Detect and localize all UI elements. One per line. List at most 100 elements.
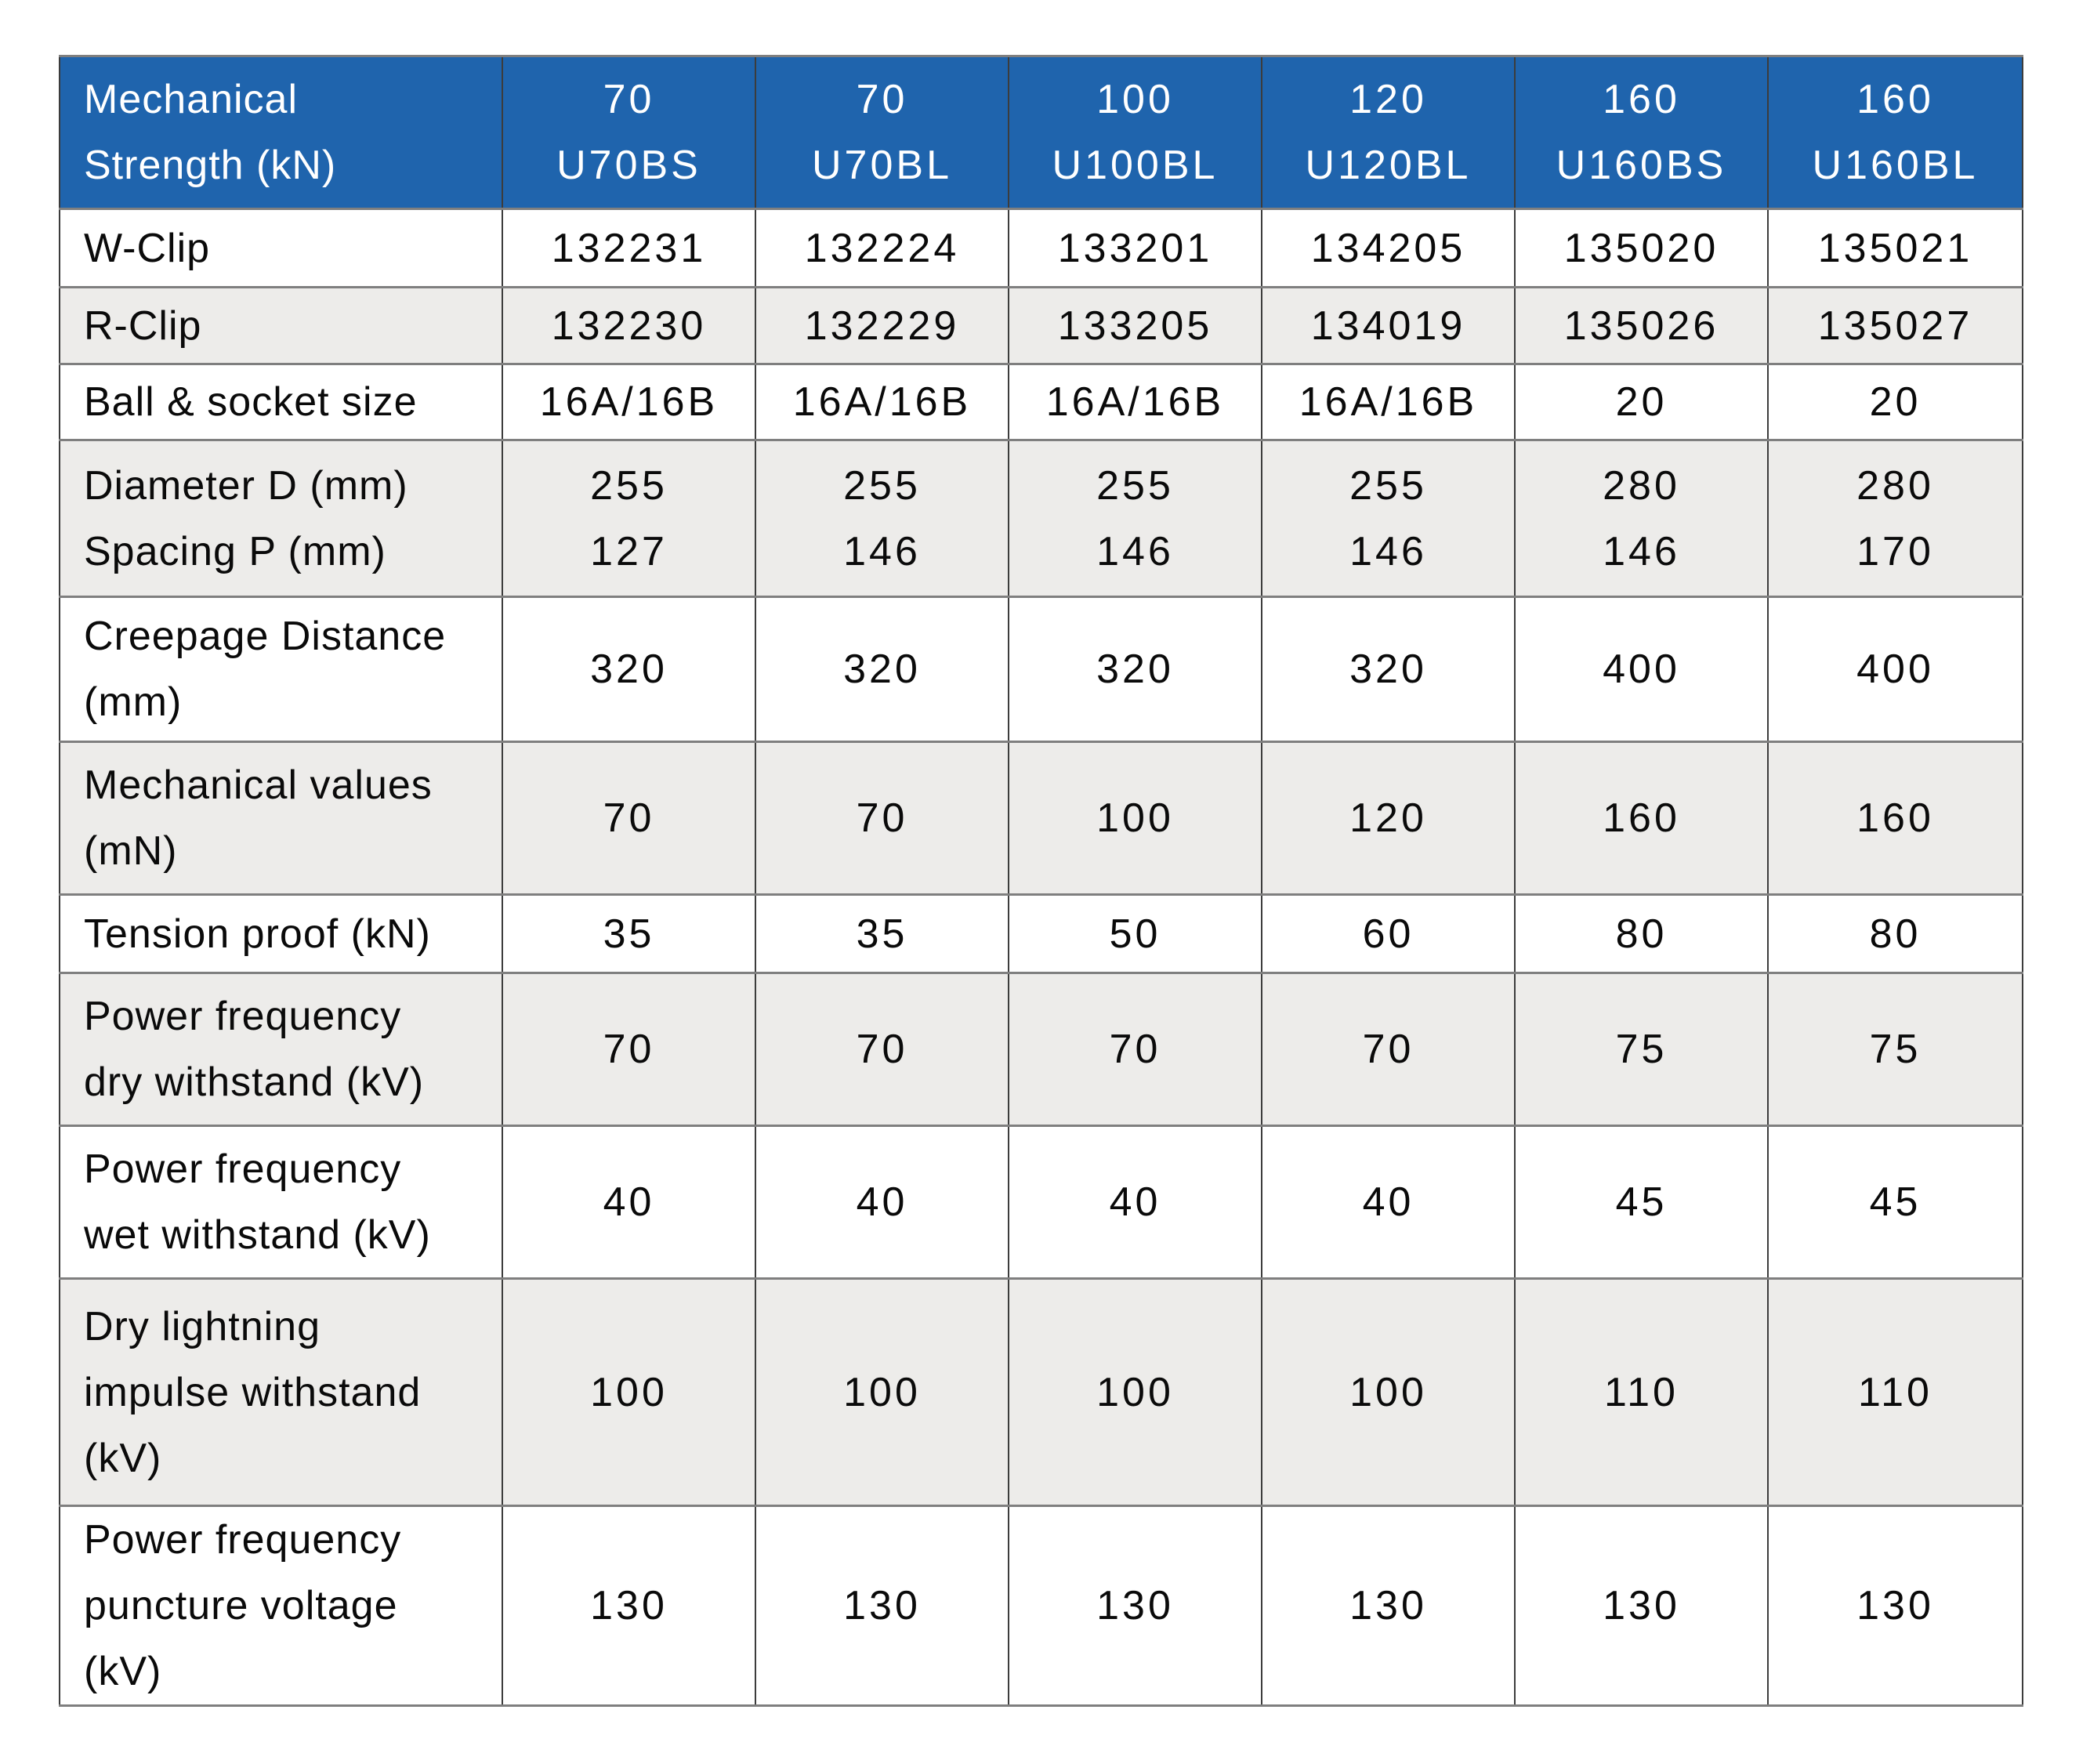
cell-line: U70BS <box>556 143 701 188</box>
value-cell: 132224 <box>755 208 1009 288</box>
cell-line: 60 <box>1362 911 1414 957</box>
table-body: W-Clip 132231 132224 133201 134205 135020 1350… <box>59 208 2023 1707</box>
spec-row-dry-lightning-impulse-withstand: Dry lightning impulse withstand (kV) 100 100… <box>59 1277 2023 1507</box>
spec-row-power-frequency-wet-withstand: Power frequency wet withstand (kV) 40 40 40 4… <box>59 1125 2023 1280</box>
value-cell: 255 146 <box>1008 439 1262 598</box>
cell-line: 160 <box>1603 77 1680 122</box>
cell-line: 16A/16B <box>792 379 972 425</box>
cell-line: 130 <box>1349 1583 1427 1628</box>
cell-line: Ball & socket size <box>84 379 418 425</box>
cell-line: 16A/16B <box>1045 379 1225 425</box>
cell-line: 146 <box>1603 528 1680 574</box>
value-cell: 320 <box>1008 596 1262 743</box>
value-cell: 280 146 <box>1514 439 1769 598</box>
cell-line: 160 <box>1603 795 1680 841</box>
value-cell: 320 <box>502 596 756 743</box>
value-cell: 70 <box>755 741 1009 896</box>
cell-line: 16A/16B <box>1299 379 1478 425</box>
value-cell: 160 <box>1514 741 1769 896</box>
cell-line: 35 <box>856 911 908 957</box>
cell-line: 130 <box>843 1583 921 1628</box>
row-label-cell: Power frequency dry withstand (kV) <box>59 972 503 1127</box>
cell-line: 132229 <box>804 302 960 349</box>
value-cell: 100 <box>502 1277 756 1507</box>
table-header: Mechanical Strength (kN) 70 U70BS 70 U70BL 100… <box>59 55 2023 210</box>
cell-line: 110 <box>1858 1369 1932 1415</box>
value-cell: 60 <box>1261 893 1516 974</box>
cell-line: 320 <box>1096 647 1174 692</box>
spec-table: Mechanical Strength (kN) 70 U70BS 70 U70BL 100… <box>59 55 2023 1707</box>
value-cell: 80 <box>1767 893 2023 974</box>
value-cell: 100 <box>1261 1277 1516 1507</box>
cell-line: 120 <box>1349 795 1427 841</box>
cell-line: U160BS <box>1556 143 1727 188</box>
cell-line: 35 <box>603 911 655 957</box>
value-cell: 134205 <box>1261 208 1516 288</box>
value-cell: 130 <box>1261 1505 1516 1707</box>
cell-line: 320 <box>1349 647 1427 692</box>
cell-line: 70 <box>856 795 908 841</box>
cell-line: 280 <box>1856 462 1934 509</box>
cell-line: 80 <box>1615 911 1668 957</box>
value-cell: 132231 <box>502 208 756 288</box>
cell-line: 40 <box>603 1179 655 1225</box>
value-cell: 16A/16B <box>502 363 756 441</box>
cell-line: 280 <box>1603 462 1680 509</box>
value-cell: 130 <box>502 1505 756 1707</box>
row-label-cell: R-Clip <box>59 286 503 365</box>
value-cell: 135021 <box>1767 208 2023 288</box>
row-label-cell: Diameter D (mm) Spacing P (mm) <box>59 439 503 598</box>
value-cell: 80 <box>1514 893 1769 974</box>
cell-line: W-Clip <box>84 225 211 271</box>
value-cell: 134019 <box>1261 286 1516 365</box>
header-column-cell: 70 U70BS <box>502 55 756 210</box>
value-cell: 130 <box>1767 1505 2023 1707</box>
value-cell: 400 <box>1767 596 2023 743</box>
cell-line: 80 <box>1869 911 1922 957</box>
cell-line: 40 <box>1109 1179 1161 1225</box>
value-cell: 133201 <box>1008 208 1262 288</box>
spec-row-r-clip: R-Clip 132230 132229 133205 134019 135026 1350… <box>59 286 2023 365</box>
cell-line: 70 <box>856 77 908 122</box>
value-cell: 40 <box>502 1125 756 1280</box>
value-cell: 120 <box>1261 741 1516 896</box>
cell-line: 133205 <box>1057 302 1213 349</box>
value-cell: 35 <box>755 893 1009 974</box>
cell-line: R-Clip <box>84 302 202 349</box>
value-cell: 110 <box>1514 1277 1769 1507</box>
value-cell: 16A/16B <box>755 363 1009 441</box>
cell-line: impulse withstand <box>84 1369 422 1415</box>
row-label-cell: Ball & socket size <box>59 363 503 441</box>
cell-line: puncture voltage <box>84 1583 398 1628</box>
cell-line: 70 <box>603 795 655 841</box>
value-cell: 16A/16B <box>1261 363 1516 441</box>
row-label-cell: Tension proof (kN) <box>59 893 503 974</box>
value-cell: 280 170 <box>1767 439 2023 598</box>
cell-line: 255 <box>843 462 921 509</box>
value-cell: 40 <box>1261 1125 1516 1280</box>
cell-line: 146 <box>1096 528 1174 574</box>
cell-line: 135021 <box>1817 225 1973 271</box>
cell-line: 70 <box>603 1027 655 1072</box>
value-cell: 40 <box>755 1125 1009 1280</box>
value-cell: 255 146 <box>1261 439 1516 598</box>
value-cell: 100 <box>1008 741 1262 896</box>
cell-line: 45 <box>1615 1179 1668 1225</box>
cell-line: 100 <box>843 1369 921 1415</box>
cell-line: Mechanical <box>84 77 299 122</box>
cell-line: 40 <box>1362 1179 1414 1225</box>
value-cell: 70 <box>502 972 756 1127</box>
cell-line: Power frequency <box>84 1146 402 1192</box>
cell-line: 50 <box>1109 911 1161 957</box>
cell-line: 70 <box>1109 1027 1161 1072</box>
row-label-cell: Power frequency puncture voltage (kV) <box>59 1505 503 1707</box>
cell-line: U100BL <box>1052 143 1219 188</box>
value-cell: 20 <box>1514 363 1769 441</box>
cell-line: 130 <box>1856 1583 1934 1628</box>
cell-line: 135027 <box>1817 302 1973 349</box>
cell-line: 100 <box>1096 1369 1174 1415</box>
cell-line: 70 <box>603 77 655 122</box>
cell-line: 135026 <box>1563 302 1719 349</box>
cell-line: 320 <box>590 647 668 692</box>
value-cell: 160 <box>1767 741 2023 896</box>
